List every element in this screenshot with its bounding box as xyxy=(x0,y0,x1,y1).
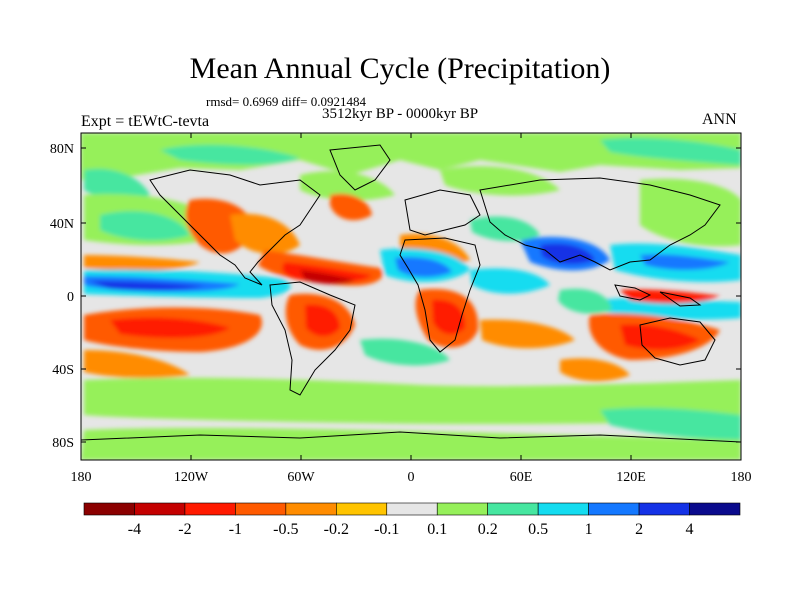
colorbar-swatch xyxy=(235,502,287,516)
lat-label-80n: 80N xyxy=(50,142,74,157)
colorbar-label: -0.1 xyxy=(374,521,399,538)
colorbar-label: -2 xyxy=(178,521,191,538)
longitude-axis: 180 120W 60W 0 60E 120E 180 xyxy=(71,133,752,485)
stats-label: rmsd= 0.6969 diff= 0.0921484 xyxy=(206,94,366,109)
lat-label-40n: 40N xyxy=(50,217,74,232)
latitude-axis: 80N 40N 0 40S 80S xyxy=(50,142,741,451)
lon-label-120w: 120W xyxy=(174,470,209,485)
anomaly-region xyxy=(90,281,205,291)
lon-label-120e: 120E xyxy=(616,470,646,485)
anomaly-region xyxy=(440,166,560,196)
anomaly-region xyxy=(560,358,630,382)
colorbar-swatch xyxy=(537,502,589,516)
anomaly-region xyxy=(84,168,150,201)
experiment-label: Expt = tEWtC-tevta xyxy=(81,113,210,130)
colorbar-label: 0.1 xyxy=(427,521,447,538)
colorbar-label: -1 xyxy=(229,521,242,538)
anomaly-region xyxy=(600,407,741,440)
lon-label-180e: 180 xyxy=(731,470,752,485)
colorbar-label: 0.5 xyxy=(528,521,548,538)
colorbar: -4 -2 -1 -0.5 -0.2 -0.1 0.1 0.2 0.5 1 2 4 xyxy=(83,502,741,538)
colorbar-swatch xyxy=(487,502,539,516)
period-label: 3512kyr BP - 0000kyr BP xyxy=(322,106,479,122)
chart-title: Mean Annual Cycle (Precipitation) xyxy=(189,52,611,85)
colorbar-swatch xyxy=(436,502,488,516)
precipitation-anomaly-field xyxy=(81,133,741,460)
anomaly-region xyxy=(100,211,190,241)
colorbar-swatch xyxy=(134,502,186,516)
lat-label-0: 0 xyxy=(67,290,74,305)
anomaly-region xyxy=(305,304,340,337)
anomaly-region xyxy=(360,338,450,366)
colorbar-label: 2 xyxy=(635,521,643,538)
anomaly-region xyxy=(432,299,466,335)
anomaly-region xyxy=(84,255,200,271)
anomaly-region xyxy=(540,243,595,264)
anomaly-region xyxy=(640,178,741,247)
colorbar-label: -4 xyxy=(128,521,141,538)
anomaly-region xyxy=(180,398,300,418)
colorbar-label: 4 xyxy=(686,521,694,538)
coastlines xyxy=(81,144,741,443)
season-label: ANN xyxy=(702,111,737,128)
lon-label-60w: 60W xyxy=(287,470,315,485)
anomaly-region xyxy=(480,319,575,349)
colorbar-swatch xyxy=(689,502,741,516)
lon-label-60e: 60E xyxy=(510,470,533,485)
anomaly-region xyxy=(600,297,741,320)
anomaly-region xyxy=(600,138,741,165)
anomaly-region xyxy=(470,216,540,242)
colorbar-label: 0.2 xyxy=(478,521,498,538)
colorbar-swatch xyxy=(83,502,135,516)
colorbar-swatch xyxy=(285,502,337,516)
anomaly-region xyxy=(81,133,741,180)
lat-label-40s: 40S xyxy=(52,363,74,378)
colorbar-swatch xyxy=(638,502,690,516)
anomaly-region xyxy=(84,350,190,378)
anomaly-region xyxy=(300,270,355,285)
colorbar-label: -0.2 xyxy=(324,521,349,538)
colorbar-label: -0.5 xyxy=(273,521,298,538)
anomaly-region xyxy=(558,288,612,314)
anomaly-region xyxy=(230,213,300,255)
anomaly-region xyxy=(330,193,372,221)
colorbar-label: 1 xyxy=(585,521,593,538)
anomaly-region xyxy=(395,257,452,278)
colorbar-swatch xyxy=(184,502,236,516)
anomaly-region xyxy=(620,324,700,350)
anomaly-region xyxy=(160,144,300,165)
colorbar-swatch xyxy=(386,502,438,516)
anomaly-region xyxy=(110,317,230,338)
lon-label-0: 0 xyxy=(408,470,415,485)
colorbar-swatch xyxy=(336,502,388,516)
anomaly-region xyxy=(300,171,395,201)
anomaly-region xyxy=(470,268,550,294)
lat-label-80s: 80S xyxy=(52,436,74,451)
colorbar-swatch xyxy=(588,502,640,516)
anomaly-region xyxy=(640,254,730,270)
lon-label-180w: 180 xyxy=(71,470,92,485)
